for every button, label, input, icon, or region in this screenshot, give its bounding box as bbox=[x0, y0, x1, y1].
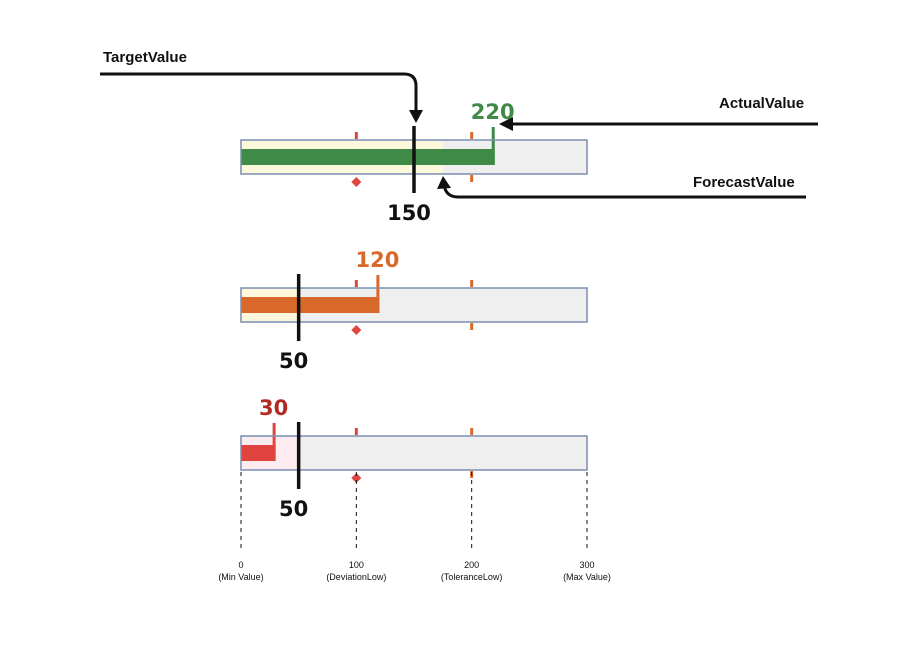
scale-tick-label: (Min Value) bbox=[218, 572, 263, 582]
tolerance-low-tick-top bbox=[470, 428, 474, 435]
target-value-label: 50 bbox=[279, 349, 308, 373]
actual-value-flag bbox=[272, 423, 276, 461]
target-value-marker bbox=[296, 274, 301, 341]
tolerance-low-tick-top bbox=[470, 280, 474, 287]
actual-value-bar bbox=[241, 149, 495, 165]
actual-value-label: 120 bbox=[355, 248, 399, 272]
scale-tick-label: (Max Value) bbox=[563, 572, 611, 582]
scale-axis: 0 (Min Value) 100 (DeviationLow) 200 (Toleran… bbox=[218, 472, 611, 582]
scale-tick-value: 200 bbox=[464, 560, 479, 570]
target-value-marker bbox=[296, 422, 301, 489]
target-value-label: 50 bbox=[279, 497, 308, 521]
forecast-arrowhead-icon bbox=[437, 176, 451, 189]
target-arrowhead-icon bbox=[409, 110, 423, 123]
bullet-row: 30 50 bbox=[240, 396, 588, 521]
deviation-low-tick bbox=[354, 132, 358, 139]
actual-value-flag bbox=[376, 275, 380, 313]
bullet-frame bbox=[240, 435, 588, 471]
actual-value-label: 30 bbox=[259, 396, 288, 420]
target-value-arrow bbox=[100, 72, 418, 116]
target-value-label: 150 bbox=[387, 201, 431, 225]
actual-value-flag bbox=[491, 127, 495, 165]
tolerance-low-tick-top bbox=[470, 132, 474, 139]
scale-tick-label: (DeviationLow) bbox=[326, 572, 386, 582]
bullet-row: 120 50 bbox=[240, 248, 588, 373]
target-value-callout: TargetValue bbox=[103, 49, 187, 66]
deviation-low-diamond-icon bbox=[351, 177, 362, 187]
actual-value-callout: ActualValue bbox=[719, 95, 804, 112]
callouts: TargetValue ActualValue ForecastValue bbox=[100, 49, 818, 199]
actual-value-bar bbox=[241, 445, 276, 461]
target-value-marker bbox=[412, 126, 416, 193]
deviation-low-tick bbox=[354, 280, 358, 287]
tolerance-low-tick-bottom bbox=[470, 323, 474, 330]
tolerance-low-tick-bottom bbox=[470, 175, 474, 182]
deviation-low-diamond-icon bbox=[351, 473, 362, 483]
actual-value-bar bbox=[241, 297, 380, 313]
forecast-value-callout: ForecastValue bbox=[693, 174, 795, 191]
deviation-low-diamond-icon bbox=[351, 325, 362, 335]
actual-arrowhead-icon bbox=[499, 117, 513, 131]
deviation-low-tick bbox=[354, 428, 358, 435]
scale-tick-value: 300 bbox=[579, 560, 594, 570]
scale-tick-value: 0 bbox=[238, 560, 243, 570]
bullet-frame bbox=[240, 287, 588, 323]
scale-tick-value: 100 bbox=[349, 560, 364, 570]
scale-tick-label: (ToleranceLow) bbox=[441, 572, 503, 582]
